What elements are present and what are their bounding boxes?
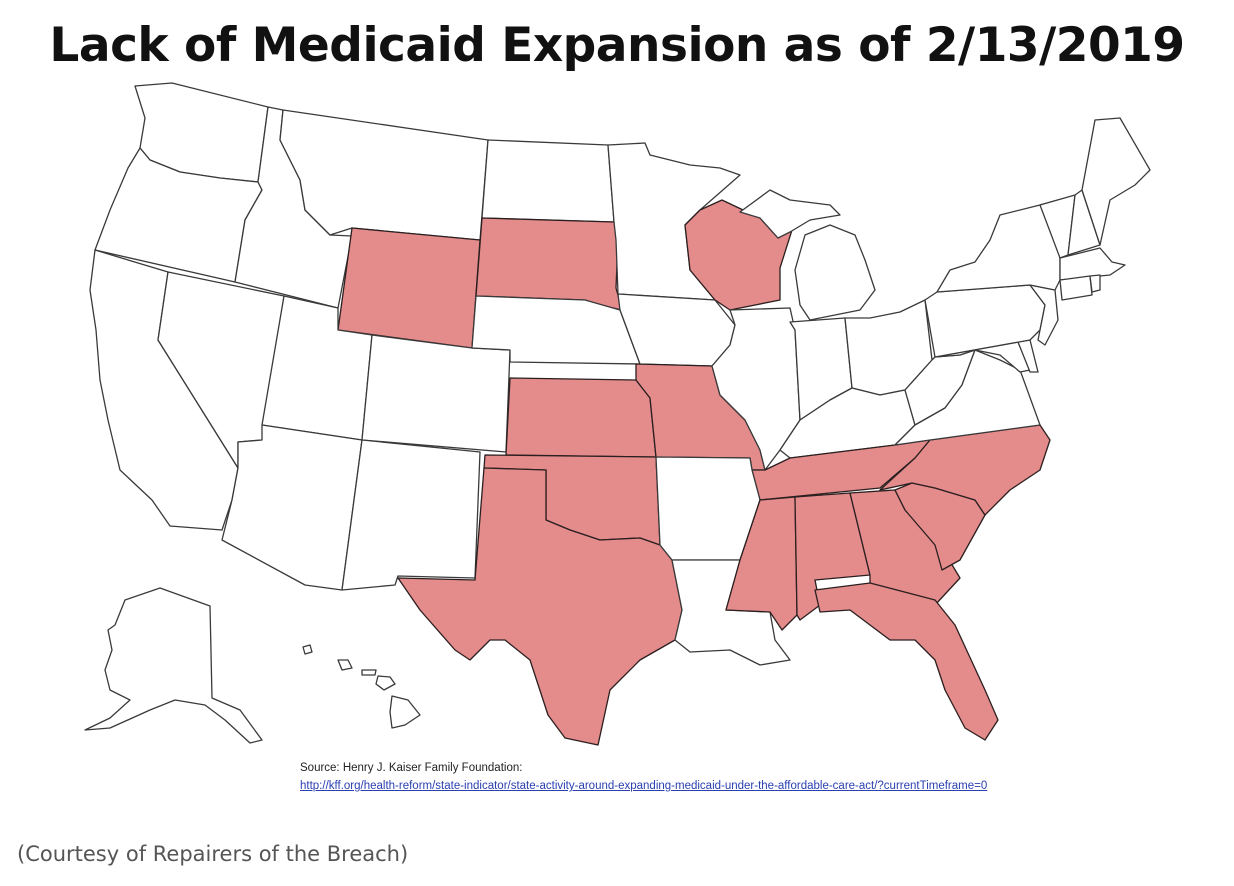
state-north-carolina[interactable] <box>879 424 1051 516</box>
source-link[interactable]: http://kff.org/health-reform/state-indic… <box>300 780 988 792</box>
state-nebraska <box>471 295 641 365</box>
state-rhode-island <box>1089 274 1101 293</box>
state-new-york <box>936 199 1061 293</box>
state-hawaii-molokai <box>361 669 377 676</box>
state-kansas[interactable] <box>505 377 657 458</box>
state-florida[interactable] <box>814 582 999 741</box>
state-new-mexico <box>341 439 481 591</box>
state-hawaii-kauai <box>302 644 313 655</box>
state-arkansas <box>655 456 761 561</box>
state-colorado <box>361 334 511 453</box>
state-hawaii-big <box>389 695 421 729</box>
state-michigan-lower <box>794 224 876 321</box>
map-title: Lack of Medicaid Expansion as of 2/13/20… <box>49 18 1185 73</box>
source-label: Source: Henry J. Kaiser Family Foundatio… <box>300 762 523 774</box>
state-alaska <box>84 587 263 744</box>
state-north-dakota <box>481 139 615 223</box>
image-caption: (Courtesy of Repairers of the Breach) <box>17 842 409 866</box>
state-maine <box>1081 117 1151 246</box>
state-hawaii-maui <box>375 675 396 691</box>
state-michigan-upper <box>739 189 841 239</box>
state-hawaii-oahu <box>337 659 353 671</box>
state-wyoming[interactable] <box>337 227 481 349</box>
state-connecticut <box>1059 275 1093 301</box>
state-arizona <box>221 424 363 591</box>
state-virginia <box>894 349 1041 446</box>
state-texas[interactable] <box>397 467 683 746</box>
